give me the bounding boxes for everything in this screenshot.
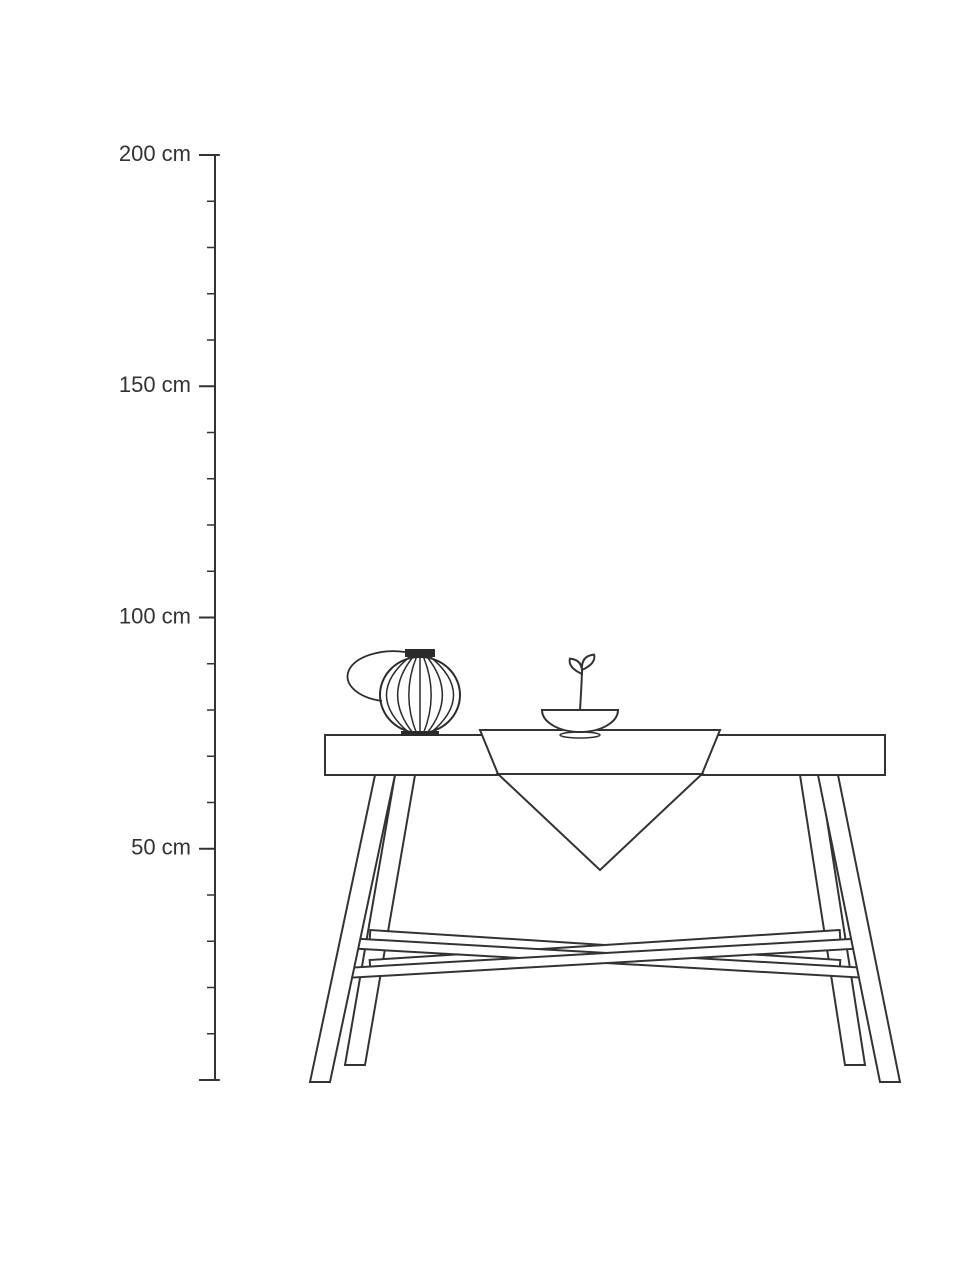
ruler-label-50: 50 cm xyxy=(131,835,191,860)
plant-bowl-icon xyxy=(542,655,618,738)
tablecloth xyxy=(480,730,720,870)
ruler-label-100: 100 cm xyxy=(119,603,191,628)
height-ruler xyxy=(199,155,220,1080)
lantern-icon xyxy=(347,649,460,736)
ruler-label-200: 200 cm xyxy=(119,141,191,166)
size-reference-diagram: 200 cm 150 cm 100 cm 50 cm xyxy=(0,0,960,1280)
ruler-label-150: 150 cm xyxy=(119,372,191,397)
